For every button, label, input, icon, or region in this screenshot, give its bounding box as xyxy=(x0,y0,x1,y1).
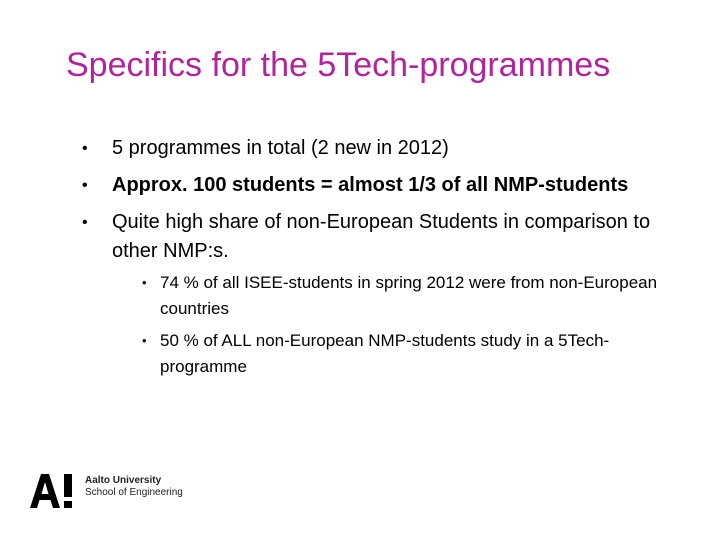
logo-school: School of Engineering xyxy=(85,487,183,498)
sub-bullet-dot-icon: • xyxy=(142,275,147,290)
bullet-text: Quite high share of non-European Student… xyxy=(112,211,651,262)
bullet-dot-icon: • xyxy=(82,177,88,194)
sub-bullet-text: 50 % of ALL non-European NMP-students st… xyxy=(160,331,610,376)
bullet-item: • Quite high share of non-European Stude… xyxy=(82,208,682,380)
sub-bullet-list: • 74 % of all ISEE-students in spring 20… xyxy=(112,270,682,380)
bullet-dot-icon: • xyxy=(82,140,88,157)
bullet-dot-icon: • xyxy=(82,214,88,231)
bullet-item: • Approx. 100 students = almost 1/3 of a… xyxy=(82,171,682,200)
logo-text: Aalto University School of Engineering xyxy=(85,475,183,499)
logo-university: Aalto University xyxy=(85,475,162,486)
bullet-list: • 5 programmes in total (2 new in 2012) … xyxy=(82,134,682,388)
aalto-a-logo-icon xyxy=(30,474,72,508)
sub-bullet-item: • 74 % of all ISEE-students in spring 20… xyxy=(112,270,682,322)
slide-title: Specifics for the 5Tech-programmes xyxy=(66,46,611,84)
bullet-item: • 5 programmes in total (2 new in 2012) xyxy=(82,134,682,163)
sub-bullet-item: • 50 % of ALL non-European NMP-students … xyxy=(112,328,682,380)
bullet-text: Approx. 100 students = almost 1/3 of all… xyxy=(112,174,629,196)
sub-bullet-text: 74 % of all ISEE-students in spring 2012… xyxy=(160,273,658,318)
bullet-text: 5 programmes in total (2 new in 2012) xyxy=(112,137,449,159)
aalto-logo: Aalto University School of Engineering xyxy=(30,472,220,512)
sub-bullet-dot-icon: • xyxy=(142,333,147,348)
